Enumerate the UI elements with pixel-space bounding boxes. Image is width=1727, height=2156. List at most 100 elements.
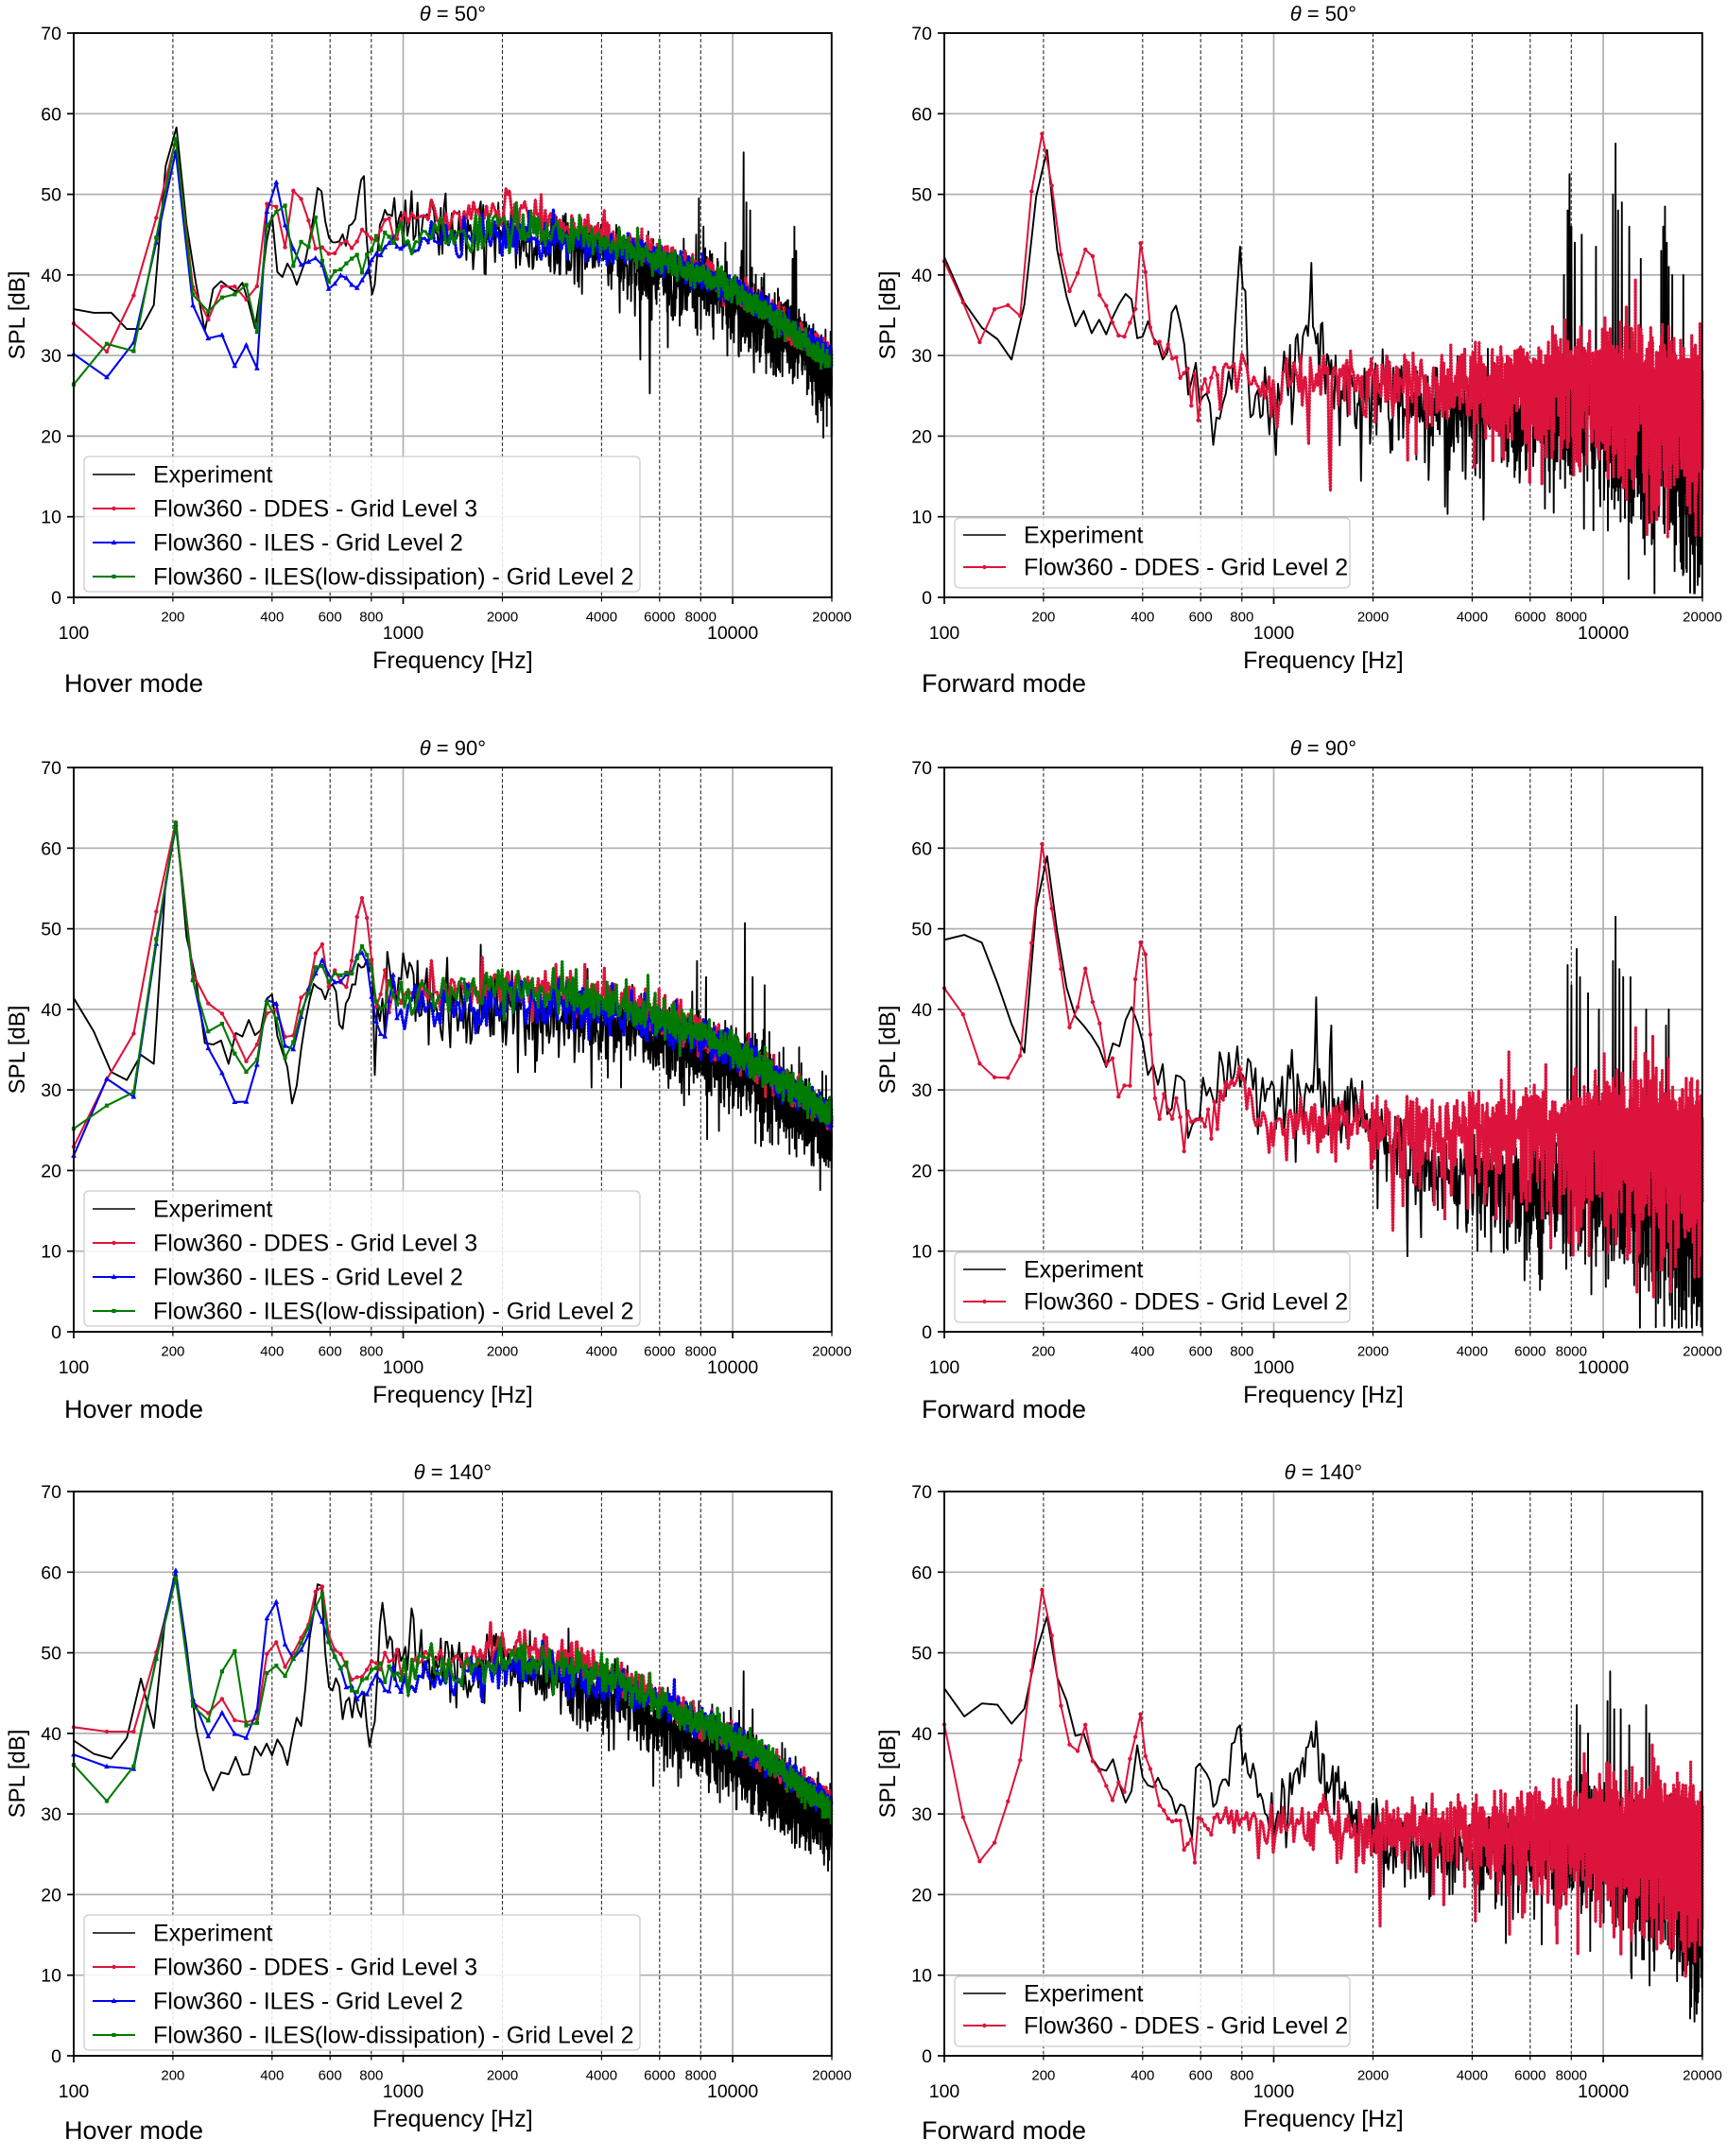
svg-text:100: 100: [59, 623, 90, 644]
svg-text:10000: 10000: [1578, 2081, 1629, 2102]
svg-text:Hover mode: Hover mode: [64, 1395, 203, 1423]
svg-text:θ = 50°: θ = 50°: [420, 2, 486, 26]
svg-text:40: 40: [41, 1000, 61, 1021]
svg-text:600: 600: [1189, 610, 1213, 626]
svg-text:600: 600: [319, 610, 342, 626]
svg-text:θ = 140°: θ = 140°: [1285, 1460, 1363, 1484]
svg-text:70: 70: [41, 1482, 61, 1503]
svg-text:6000: 6000: [644, 2068, 675, 2084]
svg-text:20: 20: [911, 1885, 932, 1906]
svg-text:8000: 8000: [1556, 1344, 1587, 1360]
svg-text:50: 50: [911, 1644, 932, 1664]
svg-text:50: 50: [41, 185, 61, 206]
svg-text:2000: 2000: [1357, 610, 1389, 626]
svg-text:4000: 4000: [586, 1344, 617, 1360]
svg-text:100: 100: [59, 1357, 90, 1378]
svg-text:20000: 20000: [1683, 1344, 1722, 1360]
svg-text:10000: 10000: [1578, 623, 1629, 644]
svg-text:200: 200: [161, 1344, 184, 1360]
svg-text:10: 10: [911, 508, 932, 528]
svg-text:4000: 4000: [1457, 2068, 1488, 2084]
svg-text:600: 600: [319, 2068, 342, 2084]
svg-text:10: 10: [911, 1242, 932, 1263]
svg-text:4000: 4000: [1457, 610, 1488, 626]
svg-text:10: 10: [41, 1966, 61, 1987]
svg-text:Frequency [Hz]: Frequency [Hz]: [1243, 647, 1404, 674]
svg-text:20: 20: [41, 1161, 61, 1181]
svg-text:10000: 10000: [707, 2081, 758, 2102]
svg-text:SPL [dB]: SPL [dB]: [875, 271, 901, 360]
svg-text:20: 20: [911, 1161, 932, 1181]
svg-text:400: 400: [260, 2068, 284, 2084]
svg-text:600: 600: [319, 1344, 342, 1360]
svg-text:100: 100: [929, 2081, 960, 2102]
svg-text:30: 30: [41, 1804, 61, 1825]
svg-text:30: 30: [41, 1080, 61, 1101]
svg-text:Hover mode: Hover mode: [64, 2116, 203, 2145]
svg-text:Frequency [Hz]: Frequency [Hz]: [372, 647, 533, 674]
svg-text:Flow360 - ILES - Grid Level 2: Flow360 - ILES - Grid Level 2: [153, 1265, 463, 1291]
svg-text:200: 200: [1031, 2068, 1055, 2084]
svg-text:60: 60: [41, 838, 61, 859]
svg-text:Frequency [Hz]: Frequency [Hz]: [1243, 2106, 1404, 2132]
svg-text:2000: 2000: [1357, 2068, 1389, 2084]
svg-text:70: 70: [41, 24, 61, 44]
svg-text:800: 800: [359, 1344, 383, 1360]
svg-text:400: 400: [1131, 610, 1154, 626]
svg-text:2000: 2000: [1357, 1344, 1389, 1360]
svg-text:6000: 6000: [1514, 610, 1546, 626]
svg-text:0: 0: [922, 1322, 932, 1343]
svg-text:800: 800: [1230, 2068, 1253, 2084]
svg-text:Flow360 - ILES(low-dissipation: Flow360 - ILES(low-dissipation) - Grid L…: [153, 1299, 634, 1325]
svg-text:10: 10: [41, 1242, 61, 1263]
svg-text:Frequency [Hz]: Frequency [Hz]: [1243, 1382, 1404, 1408]
svg-text:30: 30: [41, 346, 61, 367]
svg-text:50: 50: [911, 920, 932, 940]
svg-text:60: 60: [41, 1562, 61, 1583]
svg-text:400: 400: [260, 610, 284, 626]
svg-text:Frequency [Hz]: Frequency [Hz]: [372, 2106, 533, 2132]
svg-text:400: 400: [1131, 1344, 1154, 1360]
svg-text:600: 600: [1189, 1344, 1213, 1360]
svg-text:6000: 6000: [1514, 1344, 1546, 1360]
svg-text:SPL [dB]: SPL [dB]: [875, 1730, 901, 1819]
svg-text:100: 100: [929, 1357, 960, 1378]
svg-text:0: 0: [51, 1322, 61, 1343]
svg-text:Experiment: Experiment: [1024, 523, 1143, 549]
svg-text:40: 40: [41, 1724, 61, 1745]
svg-text:60: 60: [911, 1562, 932, 1583]
svg-text:50: 50: [911, 185, 932, 206]
svg-text:70: 70: [41, 758, 61, 779]
svg-text:1000: 1000: [383, 1357, 424, 1378]
svg-text:Experiment: Experiment: [1024, 1981, 1143, 2008]
svg-text:8000: 8000: [1556, 610, 1587, 626]
svg-text:6000: 6000: [644, 610, 675, 626]
svg-text:1000: 1000: [1253, 1357, 1295, 1378]
svg-text:8000: 8000: [685, 610, 717, 626]
svg-text:200: 200: [1031, 610, 1055, 626]
svg-text:200: 200: [161, 2068, 184, 2084]
svg-text:40: 40: [911, 266, 932, 286]
svg-text:Frequency [Hz]: Frequency [Hz]: [372, 1382, 533, 1408]
svg-text:60: 60: [41, 104, 61, 125]
svg-text:20000: 20000: [812, 2068, 852, 2084]
svg-text:Flow360 - ILES - Grid Level 2: Flow360 - ILES - Grid Level 2: [153, 1989, 463, 2015]
svg-text:θ = 50°: θ = 50°: [1290, 2, 1356, 26]
svg-text:800: 800: [1230, 610, 1253, 626]
svg-text:Experiment: Experiment: [153, 1921, 272, 1947]
svg-text:Flow360 - DDES - Grid Level 2: Flow360 - DDES - Grid Level 2: [1024, 1289, 1348, 1316]
svg-text:θ = 90°: θ = 90°: [1290, 736, 1356, 760]
svg-text:30: 30: [911, 1080, 932, 1101]
svg-text:Experiment: Experiment: [1024, 1257, 1143, 1284]
svg-text:SPL [dB]: SPL [dB]: [5, 1730, 30, 1819]
svg-text:2000: 2000: [487, 1344, 518, 1360]
svg-text:70: 70: [911, 1482, 932, 1503]
svg-text:40: 40: [911, 1000, 932, 1021]
svg-text:40: 40: [911, 1724, 932, 1745]
svg-text:Forward mode: Forward mode: [922, 1395, 1086, 1423]
svg-text:800: 800: [359, 610, 383, 626]
svg-text:θ = 90°: θ = 90°: [420, 736, 486, 760]
svg-text:800: 800: [359, 2068, 383, 2084]
svg-text:20: 20: [911, 426, 932, 447]
svg-text:Flow360 - DDES - Grid Level 2: Flow360 - DDES - Grid Level 2: [1024, 2013, 1348, 2040]
